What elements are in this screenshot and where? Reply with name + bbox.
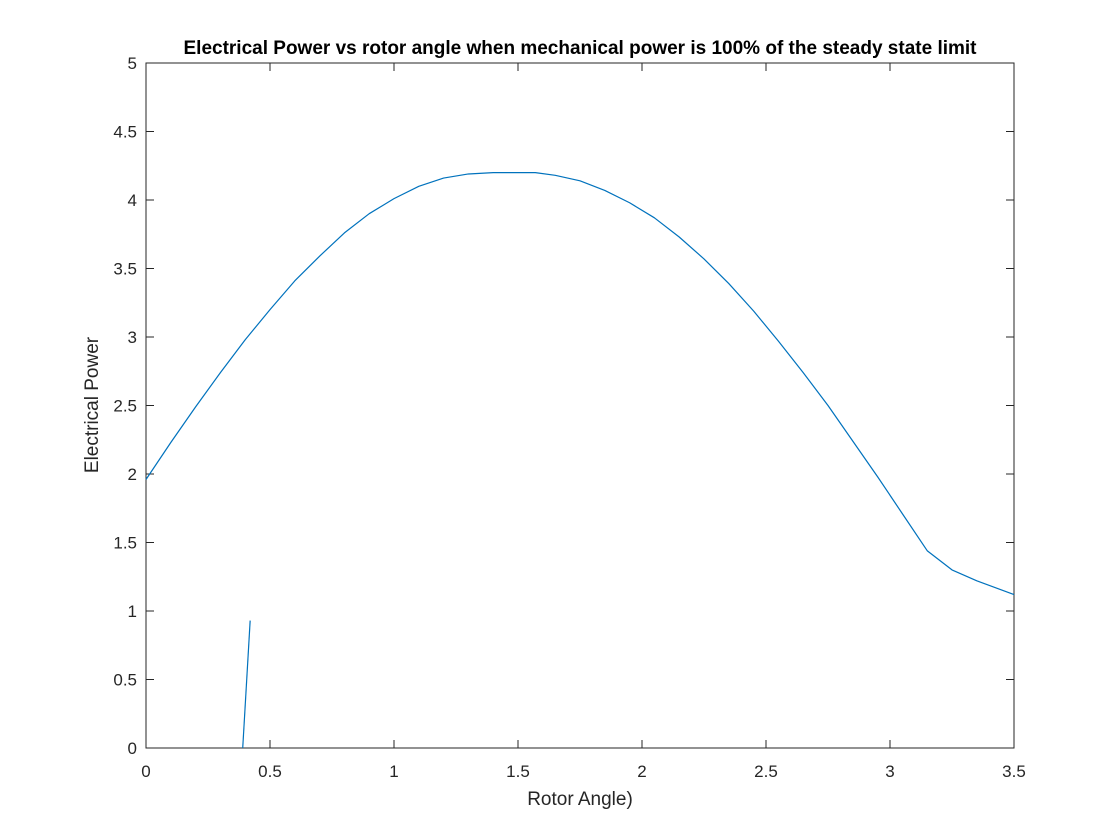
x-tick-label: 0 [141, 762, 150, 781]
x-tick-label: 3 [885, 762, 894, 781]
series-line-2 [242, 620, 251, 749]
x-tick-label: 1 [389, 762, 398, 781]
series-line-1 [145, 172, 1015, 596]
y-tick-label: 2 [128, 465, 137, 484]
chart-title: Electrical Power vs rotor angle when mec… [184, 38, 978, 59]
y-tick-label: 1 [128, 602, 137, 621]
y-tick-label: 4 [128, 191, 137, 210]
y-tick-label: 3 [128, 328, 137, 347]
x-tick-label: 2 [637, 762, 646, 781]
series-layer [145, 172, 1015, 749]
x-tick-label: 0.5 [258, 762, 282, 781]
y-tick-label: 4.5 [113, 123, 137, 142]
x-tick-label: 3.5 [1002, 762, 1026, 781]
tick-labels: 0 0.5 1 1.5 2 2.5 3 3.5 0 0.5 1 1.5 2 2.5 3 3.5 4 4.5 5 [113, 54, 1025, 781]
y-axis-label: Electrical Power [82, 336, 103, 473]
y-tick-label: 0 [128, 739, 137, 758]
x-tick-label: 2.5 [754, 762, 778, 781]
y-tick-label: 3.5 [113, 260, 137, 279]
y-tick-label: 2.5 [113, 397, 137, 416]
x-axis-label: Rotor Angle) [527, 789, 633, 810]
plot-area [145, 62, 1015, 749]
y-tick-label: 5 [128, 54, 137, 73]
x-tick-label: 1.5 [506, 762, 530, 781]
y-tick-label: 1.5 [113, 534, 137, 553]
y-tick-label: 0.5 [113, 671, 137, 690]
axis-ticks [145, 62, 1015, 749]
